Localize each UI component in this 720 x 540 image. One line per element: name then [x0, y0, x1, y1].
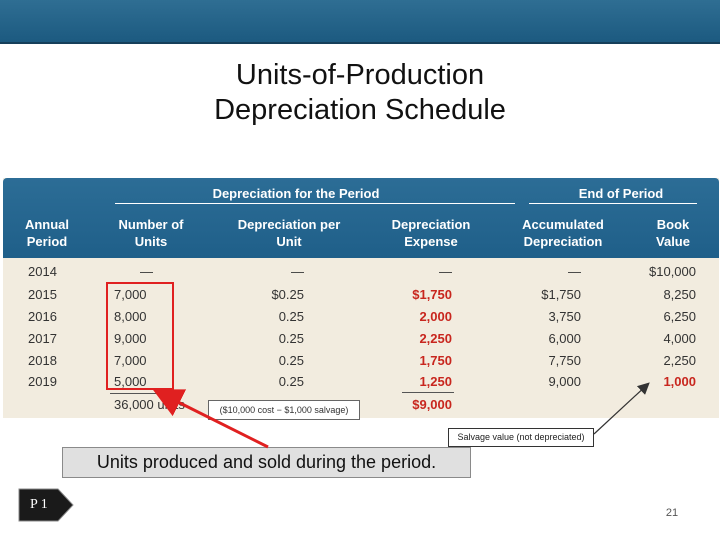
col-header-book: Book Value	[656, 217, 690, 249]
cell-book-value: 2,250	[663, 353, 696, 368]
cell-rate: —	[291, 264, 304, 279]
cell-rate: 0.25	[278, 309, 304, 324]
salvage-value-note: Salvage value (not depreciated)	[448, 428, 594, 447]
cell-book-value: 4,000	[663, 331, 696, 346]
group-rule-end	[529, 203, 697, 204]
salvage-arrow	[593, 382, 650, 435]
cost-salvage-note: ($10,000 cost − $1,000 salvage)	[208, 400, 360, 420]
group-header-period: Depreciation for the Period	[212, 186, 380, 201]
total-expense: $9,000	[412, 397, 452, 412]
cell-rate: 0.25	[278, 374, 304, 389]
cell-units: 9,000	[114, 331, 147, 346]
expense-sum-rule	[402, 392, 454, 393]
col-header-year: Annual Period	[24, 217, 70, 249]
col-header-units: Number of Units	[118, 217, 184, 249]
units-sum-rule	[110, 393, 166, 394]
group-header-end: End of Period	[578, 186, 664, 201]
cell-expense: 2,250	[419, 331, 452, 346]
cell-year: 2015	[28, 287, 57, 302]
cell-rate: $0.25	[271, 287, 304, 302]
cell-year: 2017	[28, 331, 57, 346]
depreciation-table: Depreciation for the Period End of Perio…	[3, 178, 719, 418]
slide-title: Units-of-Production Depreciation Schedul…	[0, 58, 720, 128]
cell-accumulated: 9,000	[548, 374, 581, 389]
title-line-2: Depreciation Schedule	[214, 94, 506, 126]
cell-rate: 0.25	[278, 353, 304, 368]
units-highlight-box	[106, 282, 174, 390]
badge-arrow-shape	[18, 488, 74, 522]
objective-label: P 1	[30, 497, 48, 512]
cell-accumulated: 3,750	[548, 309, 581, 324]
col-header-rate: Depreciation per Unit	[237, 217, 341, 249]
cell-year: 2014	[28, 264, 57, 279]
cell-expense: $1,750	[412, 287, 452, 302]
cell-accumulated: $1,750	[541, 287, 581, 302]
cell-expense: 2,000	[419, 309, 452, 324]
callout-arrow	[152, 389, 269, 449]
cell-expense: 1,250	[419, 374, 452, 389]
table-header: Depreciation for the Period End of Perio…	[3, 178, 719, 258]
cell-accumulated: 6,000	[548, 331, 581, 346]
cell-accumulated: —	[568, 264, 581, 279]
top-banner	[0, 0, 720, 44]
cell-book-value: 8,250	[663, 287, 696, 302]
cell-units: 7,000	[114, 287, 147, 302]
cell-year: 2016	[28, 309, 57, 324]
title-line-1: Units-of-Production	[235, 59, 485, 91]
page-number: 21	[665, 507, 679, 519]
cell-expense: —	[439, 264, 452, 279]
col-header-accumulated: Accumulated Depreciation	[522, 217, 604, 249]
cell-units: 8,000	[114, 309, 147, 324]
cell-book-value: 1,000	[663, 374, 696, 389]
cell-year: 2019	[28, 374, 57, 389]
cell-expense: 1,750	[419, 353, 452, 368]
callout-box: Units produced and sold during the perio…	[62, 447, 471, 478]
cell-units: 7,000	[114, 353, 147, 368]
cell-units: —	[140, 264, 153, 279]
cell-book-value: 6,250	[663, 309, 696, 324]
cell-accumulated: 7,750	[548, 353, 581, 368]
col-header-expense: Depreciation Expense	[391, 217, 471, 249]
cell-book-value: $10,000	[649, 264, 696, 279]
cell-year: 2018	[28, 353, 57, 368]
cell-units: 5,000	[114, 374, 147, 389]
cell-rate: 0.25	[278, 331, 304, 346]
group-rule-period	[115, 203, 515, 204]
